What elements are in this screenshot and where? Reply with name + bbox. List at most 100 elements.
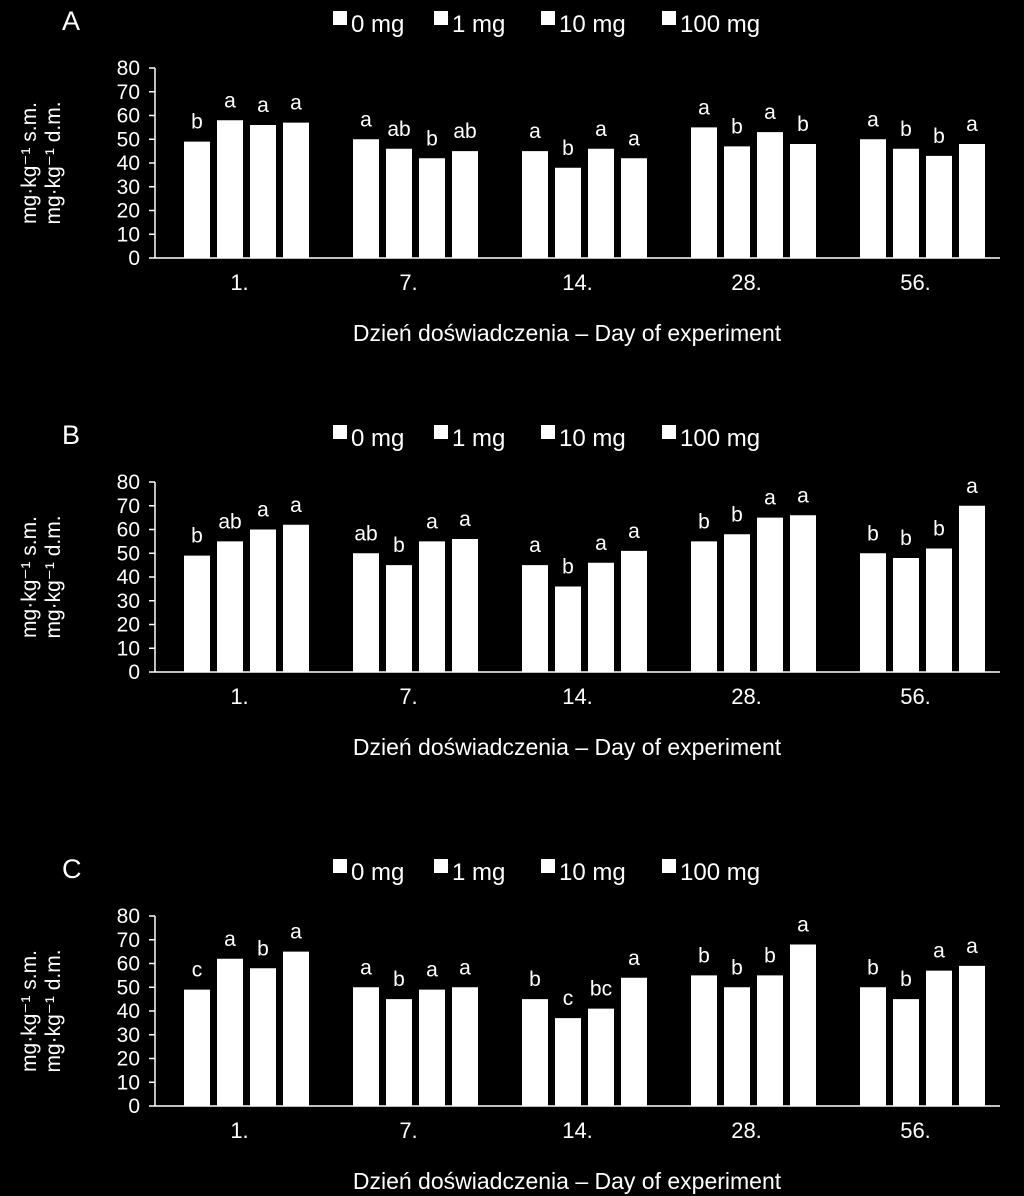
bar-significance-label: c bbox=[563, 987, 574, 1010]
legend-label: 10 mg bbox=[559, 425, 626, 452]
y-tick-label: 40 bbox=[117, 566, 140, 589]
bar-0-mg-day-56 bbox=[860, 987, 886, 1106]
bar-significance-label: a bbox=[966, 935, 978, 958]
bar-significance-label: a bbox=[764, 487, 776, 510]
x-category-label: 28. bbox=[731, 1118, 762, 1143]
bar-0-mg-day-14 bbox=[522, 565, 548, 672]
x-axis-title: Dzień doświadczenia – Day of experiment bbox=[353, 1168, 782, 1194]
legend-label: 10 mg bbox=[559, 859, 626, 886]
bar-10-mg-day-7 bbox=[419, 541, 445, 672]
bar-significance-label: ab bbox=[218, 510, 241, 533]
bar-0-mg-day-1 bbox=[184, 555, 210, 672]
y-axis-title-line2: mg·kg⁻¹ d.m. bbox=[42, 949, 65, 1072]
y-tick-label: 0 bbox=[128, 661, 140, 684]
bar-significance-label: b bbox=[900, 118, 912, 141]
bar-1-mg-day-14 bbox=[555, 1018, 581, 1106]
bar-significance-label: a bbox=[933, 940, 945, 963]
bar-1-mg-day-28 bbox=[724, 146, 750, 258]
bar-0-mg-day-56 bbox=[860, 139, 886, 258]
y-tick-label: 80 bbox=[117, 471, 140, 494]
legend-swatch-100-mg bbox=[662, 425, 676, 439]
bar-significance-label: a bbox=[426, 959, 438, 982]
y-tick-label: 80 bbox=[117, 905, 140, 928]
bar-0-mg-day-1 bbox=[184, 141, 210, 258]
bar-1-mg-day-14 bbox=[555, 586, 581, 672]
bar-significance-label: a bbox=[290, 494, 302, 517]
y-axis-title-line2: mg·kg⁻¹ d.m. bbox=[42, 101, 65, 224]
bar-10-mg-day-14 bbox=[588, 1008, 614, 1106]
legend-label: 100 mg bbox=[680, 425, 760, 452]
x-category-label: 14. bbox=[562, 684, 593, 709]
bar-1-mg-day-7 bbox=[386, 565, 412, 672]
bar-significance-label: ab bbox=[354, 522, 377, 545]
bar-significance-label: a bbox=[360, 956, 372, 979]
bar-0-mg-day-14 bbox=[522, 999, 548, 1106]
x-category-label: 1. bbox=[230, 270, 248, 295]
bar-significance-label: a bbox=[797, 484, 809, 507]
legend-label: 10 mg bbox=[559, 11, 626, 38]
bar-significance-label: ab bbox=[453, 120, 476, 143]
bar-100-mg-day-28 bbox=[790, 944, 816, 1106]
legend-swatch-10-mg bbox=[541, 859, 555, 873]
bar-1-mg-day-28 bbox=[724, 987, 750, 1106]
legend-label: 100 mg bbox=[680, 859, 760, 886]
x-category-label: 14. bbox=[562, 270, 593, 295]
x-axis-title: Dzień doświadczenia – Day of experiment bbox=[353, 734, 782, 760]
x-category-label: 14. bbox=[562, 1118, 593, 1143]
bar-significance-label: b bbox=[933, 518, 945, 541]
bar-significance-label: b bbox=[191, 525, 203, 548]
y-tick-label: 20 bbox=[117, 1048, 140, 1071]
bar-100-mg-day-14 bbox=[621, 158, 647, 258]
bar-100-mg-day-1 bbox=[283, 951, 309, 1106]
bar-0-mg-day-7 bbox=[353, 553, 379, 672]
bar-10-mg-day-1 bbox=[250, 529, 276, 672]
x-category-label: 7. bbox=[399, 684, 417, 709]
bar-100-mg-day-7 bbox=[452, 539, 478, 672]
x-category-label: 7. bbox=[399, 1118, 417, 1143]
bar-0-mg-day-56 bbox=[860, 553, 886, 672]
legend-label: 0 mg bbox=[351, 11, 404, 38]
bar-100-mg-day-56 bbox=[959, 965, 985, 1106]
y-tick-label: 50 bbox=[117, 976, 140, 999]
bar-significance-label: a bbox=[224, 928, 236, 951]
y-tick-label: 0 bbox=[128, 1095, 140, 1118]
bar-significance-label: b bbox=[191, 111, 203, 134]
bar-significance-label: a bbox=[966, 475, 978, 498]
bar-1-mg-day-28 bbox=[724, 534, 750, 672]
legend-swatch-1-mg bbox=[434, 859, 448, 873]
bar-significance-label: b bbox=[698, 510, 710, 533]
x-category-label: 56. bbox=[900, 270, 931, 295]
bar-significance-label: a bbox=[290, 921, 302, 944]
legend-swatch-10-mg bbox=[541, 11, 555, 25]
bar-significance-label: b bbox=[900, 527, 912, 550]
bar-10-mg-day-56 bbox=[926, 548, 952, 672]
bar-10-mg-day-56 bbox=[926, 155, 952, 258]
y-tick-label: 10 bbox=[117, 1071, 140, 1094]
bar-significance-label: b bbox=[257, 937, 269, 960]
bar-10-mg-day-56 bbox=[926, 970, 952, 1106]
y-tick-label: 30 bbox=[117, 590, 140, 613]
bar-significance-label: a bbox=[529, 534, 541, 557]
legend-swatch-10-mg bbox=[541, 425, 555, 439]
bar-100-mg-day-7 bbox=[452, 987, 478, 1106]
y-tick-label: 50 bbox=[117, 128, 140, 151]
bar-100-mg-day-1 bbox=[283, 524, 309, 672]
bar-significance-label: b bbox=[393, 968, 405, 991]
bar-significance-label: c bbox=[192, 959, 203, 982]
x-category-label: 1. bbox=[230, 684, 248, 709]
bar-1-mg-day-7 bbox=[386, 148, 412, 258]
y-tick-label: 20 bbox=[117, 200, 140, 223]
bar-100-mg-day-28 bbox=[790, 515, 816, 672]
x-category-label: 56. bbox=[900, 684, 931, 709]
bar-10-mg-day-28 bbox=[757, 975, 783, 1106]
bar-10-mg-day-1 bbox=[250, 968, 276, 1106]
bar-10-mg-day-7 bbox=[419, 989, 445, 1106]
bar-0-mg-day-1 bbox=[184, 989, 210, 1106]
x-axis-title: Dzień doświadczenia – Day of experiment bbox=[353, 320, 782, 346]
bar-0-mg-day-28 bbox=[691, 541, 717, 672]
bar-significance-label: a bbox=[595, 532, 607, 555]
bar-significance-label: b bbox=[562, 137, 574, 160]
bar-significance-label: a bbox=[628, 520, 640, 543]
